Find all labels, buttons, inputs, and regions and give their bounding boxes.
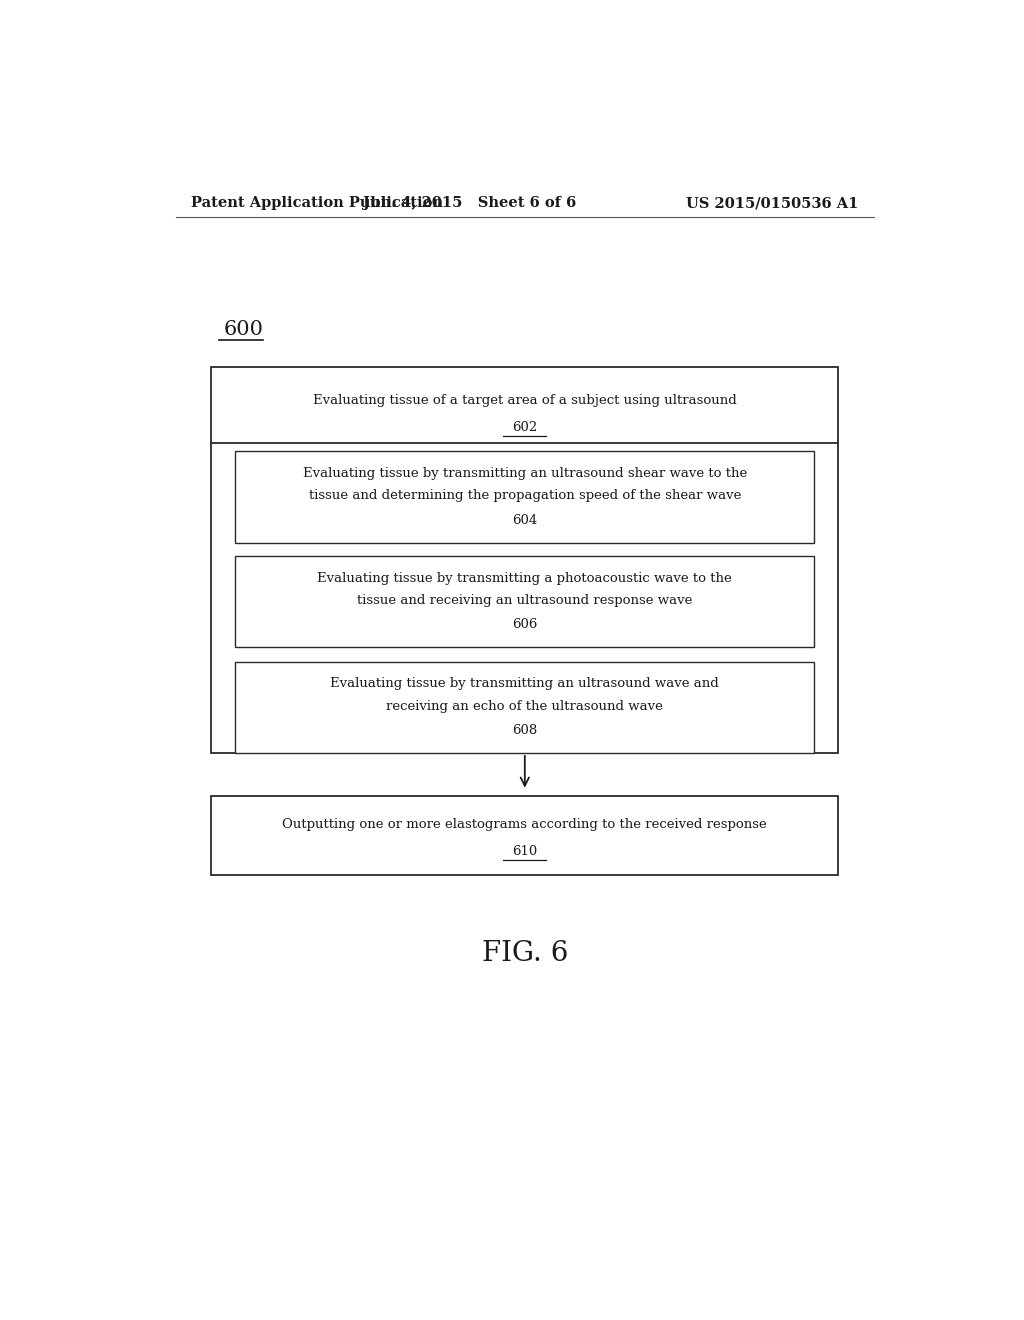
Text: 608: 608: [512, 725, 538, 737]
Text: 610: 610: [512, 845, 538, 858]
Bar: [236, 661, 814, 752]
Text: FIG. 6: FIG. 6: [481, 940, 568, 966]
Text: Evaluating tissue by transmitting a photoacoustic wave to the: Evaluating tissue by transmitting a phot…: [317, 572, 732, 585]
Text: Jun. 4, 2015   Sheet 6 of 6: Jun. 4, 2015 Sheet 6 of 6: [362, 197, 575, 210]
Bar: [236, 451, 814, 543]
Text: Evaluating tissue of a target area of a subject using ultrasound: Evaluating tissue of a target area of a …: [313, 393, 736, 407]
Text: receiving an echo of the ultrasound wave: receiving an echo of the ultrasound wave: [386, 700, 664, 713]
Text: US 2015/0150536 A1: US 2015/0150536 A1: [686, 197, 858, 210]
Text: 600: 600: [223, 319, 263, 339]
Bar: [211, 367, 839, 752]
Text: Outputting one or more elastograms according to the received response: Outputting one or more elastograms accor…: [283, 817, 767, 830]
Text: Evaluating tissue by transmitting an ultrasound shear wave to the: Evaluating tissue by transmitting an ult…: [303, 467, 746, 480]
Text: 604: 604: [512, 513, 538, 527]
Text: Patent Application Publication: Patent Application Publication: [191, 197, 443, 210]
Text: tissue and receiving an ultrasound response wave: tissue and receiving an ultrasound respo…: [357, 594, 692, 607]
Text: 602: 602: [512, 421, 538, 434]
Bar: [211, 796, 839, 875]
Text: Evaluating tissue by transmitting an ultrasound wave and: Evaluating tissue by transmitting an ult…: [331, 677, 719, 690]
Bar: [236, 556, 814, 647]
Text: tissue and determining the propagation speed of the shear wave: tissue and determining the propagation s…: [308, 490, 741, 503]
Text: 606: 606: [512, 619, 538, 631]
